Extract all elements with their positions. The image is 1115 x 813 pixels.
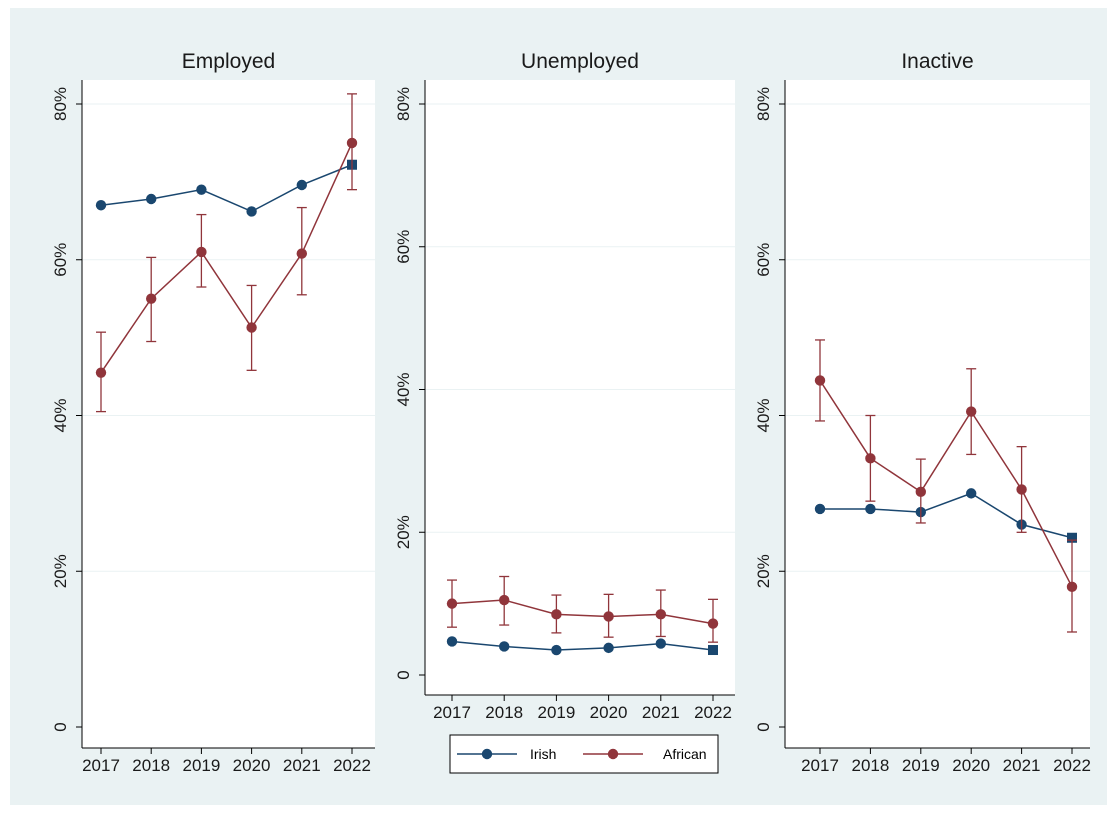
y-tick-label: 60% <box>754 243 773 277</box>
data-point <box>346 137 358 149</box>
series-line <box>451 599 714 625</box>
data-point <box>966 488 977 499</box>
data-point <box>1016 484 1027 495</box>
data-point <box>551 644 562 656</box>
data-point <box>655 638 666 649</box>
x-tick-label: 2019 <box>902 756 940 775</box>
data-point <box>814 375 826 386</box>
data-point <box>865 503 876 515</box>
data-point <box>499 641 510 652</box>
data-point <box>603 642 614 654</box>
x-tick-label: 2022 <box>694 703 732 722</box>
series-line <box>820 492 1073 539</box>
y-tick-label: 40% <box>754 398 773 432</box>
x-tick-label: 2018 <box>132 756 170 775</box>
legend-label: Irish <box>530 746 556 762</box>
data-point <box>146 293 157 304</box>
data-point <box>146 193 157 205</box>
x-tick-label: 2022 <box>1053 756 1091 775</box>
x-tick-label: 2019 <box>182 756 220 775</box>
data-point <box>865 453 876 464</box>
panel-title: Inactive <box>901 50 973 73</box>
series-line <box>819 380 1073 588</box>
data-point <box>196 246 207 258</box>
series-african <box>446 575 719 643</box>
series-african <box>814 339 1078 633</box>
series-line <box>451 640 714 651</box>
series-line <box>100 142 353 374</box>
panel-unemployed: 0 20% 40% 60% 80% 2017 2018 2019 2020 2021 2022 Une… <box>394 50 735 722</box>
x-tick-label: 2020 <box>590 703 628 722</box>
x-tick-label: 2021 <box>1003 756 1041 775</box>
data-point <box>296 179 307 191</box>
series-african <box>95 93 358 413</box>
data-point <box>708 645 718 656</box>
panel-inactive: 0 20% 40% 60% 80% 2017 2018 2019 2020 2021 2022 Ina… <box>754 50 1091 775</box>
data-point <box>603 611 614 622</box>
data-point <box>966 406 977 417</box>
panel-employed: 0 20% 40% 60% 80% 2017 2018 2019 2020 2021 2022 Emp… <box>51 50 375 775</box>
y-tick-label: 0 <box>754 722 773 731</box>
data-point <box>196 184 207 195</box>
legend: Irish African <box>449 734 719 774</box>
series-line <box>100 164 353 213</box>
data-point <box>446 598 458 609</box>
plot-area <box>82 80 375 748</box>
legend-item-irish: Irish <box>457 746 556 762</box>
y-tick-label: 40% <box>394 372 413 406</box>
data-point <box>1067 532 1077 543</box>
data-point <box>551 609 562 620</box>
y-tick-label: 0 <box>51 722 70 731</box>
legend-marker <box>481 748 493 760</box>
y-tick-label: 20% <box>394 515 413 549</box>
x-tick-label: 2019 <box>537 703 575 722</box>
data-point <box>95 200 107 211</box>
panel-title: Unemployed <box>521 50 639 73</box>
panel-title: Employed <box>182 50 275 73</box>
x-tick-label: 2018 <box>485 703 523 722</box>
data-point <box>814 503 826 515</box>
x-tick-label: 2017 <box>433 703 471 722</box>
data-point <box>446 636 458 647</box>
data-point <box>246 206 257 217</box>
plot-area <box>425 80 735 695</box>
data-point <box>246 322 257 333</box>
data-point <box>655 609 666 620</box>
x-tick-label: 2017 <box>801 756 839 775</box>
y-tick-label: 20% <box>754 554 773 588</box>
y-tick-label: 20% <box>51 554 70 588</box>
x-tick-label: 2021 <box>283 756 321 775</box>
data-point <box>1066 581 1078 593</box>
x-tick-label: 2018 <box>851 756 889 775</box>
x-tick-label: 2017 <box>82 756 120 775</box>
series-irish <box>446 636 718 656</box>
y-tick-label: 40% <box>51 398 70 432</box>
data-point <box>915 486 926 498</box>
x-tick-label: 2020 <box>233 756 271 775</box>
data-point <box>296 248 307 259</box>
y-tick-label: 80% <box>394 87 413 121</box>
legend-label: African <box>663 746 707 762</box>
x-tick-label: 2022 <box>333 756 371 775</box>
legend-marker <box>607 748 619 760</box>
x-tick-label: 2020 <box>952 756 990 775</box>
y-tick-label: 0 <box>394 670 413 679</box>
x-tick-label: 2021 <box>642 703 680 722</box>
legend-item-african: African <box>583 746 707 762</box>
y-tick-label: 80% <box>51 87 70 121</box>
plot-area <box>785 80 1090 748</box>
y-tick-label: 60% <box>51 243 70 277</box>
data-point <box>707 618 719 629</box>
y-tick-label: 60% <box>394 230 413 264</box>
data-point <box>499 594 510 606</box>
y-tick-label: 80% <box>754 87 773 121</box>
data-point <box>95 367 107 378</box>
